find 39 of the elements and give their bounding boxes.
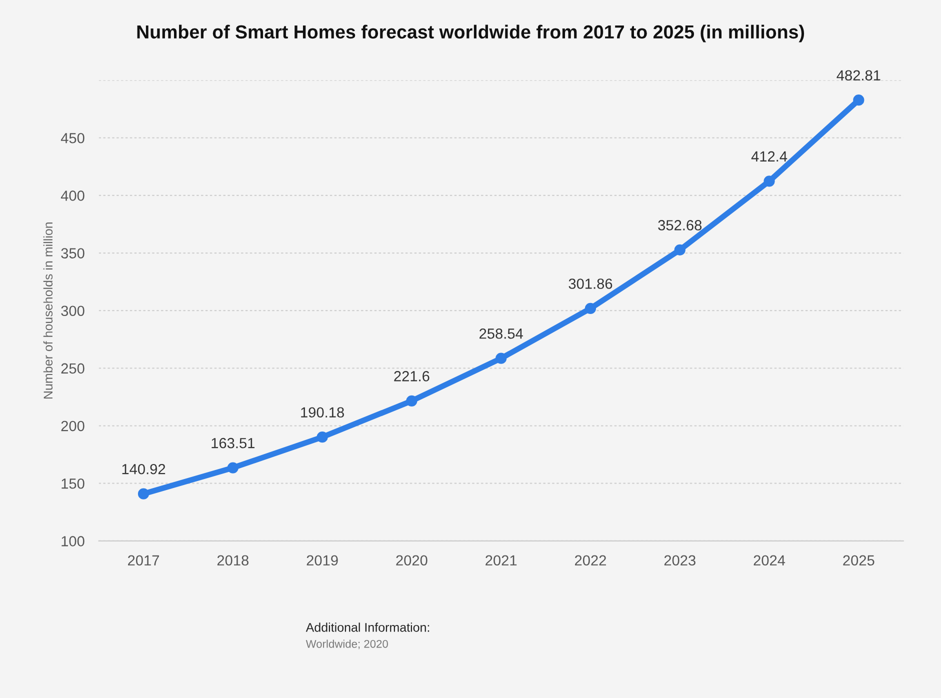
text: Additional Information: [306, 622, 430, 632]
y-tick-label: 300 [61, 306, 84, 316]
point [227, 462, 238, 474]
x-tick-label: 2019 [306, 555, 338, 566]
point [316, 432, 328, 443]
x-tick-label: 2020 [396, 555, 428, 566]
y-tick-label: 200 [61, 420, 84, 432]
data-label: 482.81 [836, 70, 880, 81]
chart-title: Number of Smart Homes forecast worldwide from 2017 to 2025 (in millions) [137, 24, 804, 42]
data-label: 190.18 [301, 407, 344, 418]
data-label: 163.51 [212, 438, 254, 448]
x-tick-label: 2018 [217, 555, 248, 566]
x-tick-label: 2023 [664, 555, 696, 566]
x-tick-label: 2021 [486, 555, 517, 566]
y-tick-label: 250 [61, 363, 84, 374]
point [584, 302, 596, 314]
y-tick-label: 400 [60, 190, 84, 201]
point [406, 395, 418, 406]
point [674, 244, 686, 256]
y-tick-label: 450 [60, 132, 84, 144]
x-tick-label: 2025 [843, 555, 874, 566]
point [496, 352, 507, 364]
y-tick-label: 150 [62, 478, 84, 489]
point [764, 176, 775, 187]
x-tick-label: 2022 [574, 555, 606, 566]
point [853, 94, 864, 106]
y-tick-label: 350 [61, 248, 84, 258]
data-label: 301.86 [568, 278, 612, 289]
y-axis-title: Number of households in million [43, 222, 53, 399]
data-label: 412.4 [751, 151, 788, 162]
text: Worldwide; 2020 [306, 640, 388, 650]
data-label: 221.6 [394, 371, 430, 382]
x-tick-label: 2017 [128, 555, 159, 566]
data-label: 140.92 [122, 464, 166, 474]
data-label: 258.54 [480, 328, 523, 339]
y-tick-label: 100 [62, 536, 84, 546]
x-tick-label: 2024 [754, 555, 786, 566]
data-label: 352.68 [658, 220, 702, 230]
point [138, 488, 150, 500]
